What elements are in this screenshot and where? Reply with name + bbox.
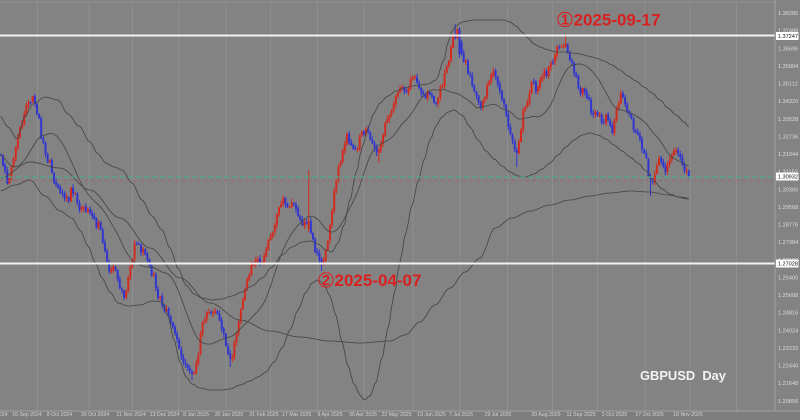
svg-text:30 Apr 2025: 30 Apr 2025 (349, 412, 377, 418)
svg-text:13 Jun 2025: 13 Jun 2025 (417, 412, 446, 418)
svg-text:2025-04-07: 2025-04-07 (335, 271, 422, 290)
svg-text:1.35904: 1.35904 (778, 64, 798, 70)
svg-text:30 Jan 2025: 30 Jan 2025 (215, 412, 244, 418)
svg-text:1.25608: 1.25608 (778, 293, 798, 299)
svg-text:16 Sep 2024: 16 Sep 2024 (12, 412, 42, 418)
svg-text:8 Oct 2024: 8 Oct 2024 (47, 412, 72, 418)
svg-text:1.34320: 1.34320 (778, 99, 798, 105)
svg-text:1.38280: 1.38280 (778, 11, 798, 17)
svg-text:7 Jul 2025: 7 Jul 2025 (449, 412, 473, 418)
svg-text:1.24024: 1.24024 (778, 328, 798, 334)
svg-text:1.32736: 1.32736 (778, 134, 798, 140)
svg-text:1.24816: 1.24816 (778, 311, 798, 317)
svg-text:2025-09-17: 2025-09-17 (574, 11, 661, 30)
svg-text:1: 1 (561, 13, 569, 29)
svg-text:8 Jan 2025: 8 Jan 2025 (183, 412, 209, 418)
svg-text:17 Mar 2025: 17 Mar 2025 (282, 412, 311, 418)
svg-text:1.20856: 1.20856 (778, 399, 798, 405)
svg-text:9 Apr 2025: 9 Apr 2025 (317, 412, 342, 418)
svg-text:1.33528: 1.33528 (778, 117, 798, 123)
svg-text:1.37488: 1.37488 (778, 29, 798, 35)
svg-text:21 Feb 2025: 21 Feb 2025 (249, 412, 278, 418)
svg-text:22 May 2025: 22 May 2025 (382, 412, 412, 418)
svg-text:18 Nov 2025: 18 Nov 2025 (673, 412, 703, 418)
svg-text:29 Jul 2025: 29 Jul 2025 (485, 412, 512, 418)
svg-text:1.28776: 1.28776 (778, 223, 798, 229)
svg-text:13 Dec 2024: 13 Dec 2024 (150, 412, 180, 418)
svg-text:GBPUSD Day: GBPUSD Day (640, 368, 727, 383)
svg-text:1.22440: 1.22440 (778, 364, 798, 370)
svg-text:2: 2 (322, 273, 330, 289)
svg-text:26 Aug 2024: 26 Aug 2024 (0, 412, 8, 418)
svg-text:11 Sep 2025: 11 Sep 2025 (566, 412, 595, 418)
svg-text:1.27984: 1.27984 (778, 240, 798, 246)
svg-text:1.30360: 1.30360 (778, 187, 798, 193)
svg-text:20 Aug 2025: 20 Aug 2025 (531, 412, 560, 418)
svg-text:1.37247: 1.37247 (778, 34, 798, 40)
svg-text:1.30932: 1.30932 (778, 175, 798, 181)
svg-text:1.26400: 1.26400 (778, 275, 798, 281)
svg-text:1.35112: 1.35112 (778, 82, 798, 88)
svg-text:30 Oct 2024: 30 Oct 2024 (81, 412, 109, 418)
svg-text:1.23232: 1.23232 (778, 346, 798, 352)
svg-text:3 Oct 2025: 3 Oct 2025 (602, 412, 627, 418)
svg-text:21 Nov 2024: 21 Nov 2024 (116, 412, 146, 418)
svg-text:27 Oct 2025: 27 Oct 2025 (635, 412, 663, 418)
svg-text:1.27028: 1.27028 (778, 262, 798, 268)
svg-text:1.21648: 1.21648 (778, 381, 798, 387)
svg-text:1.29568: 1.29568 (778, 205, 798, 211)
svg-text:1.31944: 1.31944 (778, 152, 798, 158)
svg-text:1.36696: 1.36696 (778, 46, 798, 52)
